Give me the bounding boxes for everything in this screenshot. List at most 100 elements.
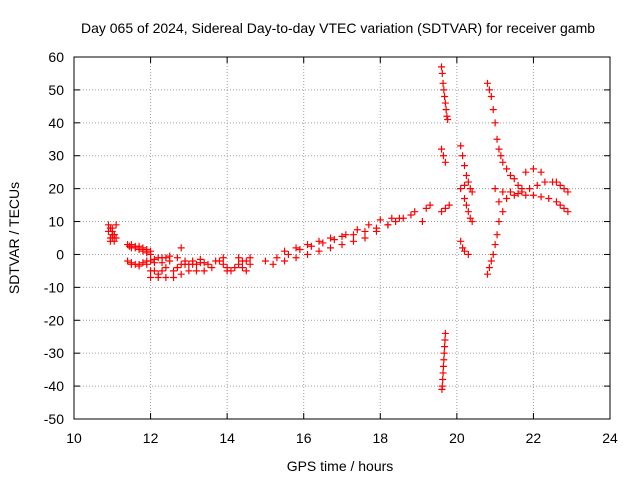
data-point [444, 116, 452, 124]
data-point [541, 178, 549, 186]
data-point [261, 257, 269, 265]
data-point [361, 227, 369, 235]
data-point [372, 224, 380, 232]
data-point [468, 188, 476, 196]
data-point [238, 264, 246, 272]
data-point [461, 181, 469, 189]
data-point [537, 193, 545, 201]
data-point [485, 264, 493, 272]
y-tick-label: -30 [44, 345, 64, 361]
data-point [440, 86, 448, 94]
data-point [518, 188, 526, 196]
data-point [150, 267, 158, 275]
data-point [147, 273, 155, 281]
data-point [196, 255, 204, 263]
data-point [131, 244, 139, 252]
data-point [506, 171, 514, 179]
data-point [193, 260, 201, 268]
data-point [158, 259, 166, 267]
data-point [491, 241, 499, 249]
data-point [510, 191, 518, 199]
data-point [173, 264, 181, 272]
data-point [407, 211, 415, 219]
data-point [162, 264, 170, 272]
data-point [493, 135, 501, 143]
data-point [376, 216, 384, 224]
data-point [556, 181, 564, 189]
data-point [147, 250, 155, 258]
y-axis-label: SDTVAR / TECUs [6, 182, 22, 294]
data-point [497, 152, 505, 160]
data-point [439, 79, 447, 87]
data-point [242, 267, 250, 275]
data-point [495, 198, 503, 206]
data-point [124, 257, 132, 265]
data-point [564, 188, 572, 196]
data-point [304, 241, 312, 249]
data-point [493, 231, 501, 239]
y-tick-label: -10 [44, 279, 64, 295]
chart-title: Day 065 of 2024, Sidereal Day-to-day VTE… [81, 20, 595, 36]
data-point [147, 257, 155, 265]
data-point [143, 249, 151, 257]
data-point [143, 260, 151, 268]
data-point [338, 241, 346, 249]
data-point [441, 92, 449, 100]
data-point [462, 201, 470, 209]
data-points [104, 63, 572, 393]
data-point [438, 63, 446, 71]
data-point [499, 158, 507, 166]
y-tick-label: 0 [56, 246, 64, 262]
data-point [526, 185, 534, 193]
data-point [269, 260, 277, 268]
data-point [457, 237, 465, 245]
data-point [139, 259, 147, 267]
data-point [514, 190, 522, 198]
data-point [462, 171, 470, 179]
data-point [457, 185, 465, 193]
data-point [499, 188, 507, 196]
data-point [242, 257, 250, 265]
x-tick-label: 18 [372, 430, 388, 446]
data-point [522, 168, 530, 176]
data-point [495, 145, 503, 153]
data-point [464, 208, 472, 216]
data-point [338, 232, 346, 240]
data-point [158, 267, 166, 275]
data-point [537, 168, 545, 176]
data-point [349, 237, 357, 245]
data-point [461, 195, 469, 203]
data-point [552, 178, 560, 186]
data-point [441, 158, 449, 166]
data-point [556, 201, 564, 209]
data-point [162, 254, 170, 262]
data-point [438, 145, 446, 153]
data-point [307, 242, 315, 250]
data-point [292, 254, 300, 262]
data-point [441, 329, 449, 337]
data-point [464, 250, 472, 258]
data-point [327, 234, 335, 242]
data-point [108, 224, 116, 232]
data-point [219, 260, 227, 268]
data-point [170, 273, 178, 281]
data-point [489, 106, 497, 114]
data-point [399, 214, 407, 222]
data-point [461, 162, 469, 170]
y-tick-labels: -50 -40 -30 -20 -10 0 10 20 30 40 50 60 [44, 49, 64, 427]
data-point [150, 259, 158, 267]
data-point [440, 356, 448, 364]
y-tick-label: 50 [48, 82, 64, 98]
data-point [439, 369, 447, 377]
data-point [185, 267, 193, 275]
data-point [281, 257, 289, 265]
data-point [545, 195, 553, 203]
data-point [503, 195, 511, 203]
data-point [231, 264, 239, 272]
data-point [560, 204, 568, 212]
x-tick-label: 10 [66, 430, 82, 446]
x-tick-label: 24 [602, 430, 618, 446]
data-point [284, 250, 292, 258]
data-point [327, 244, 335, 252]
data-point [491, 185, 499, 193]
